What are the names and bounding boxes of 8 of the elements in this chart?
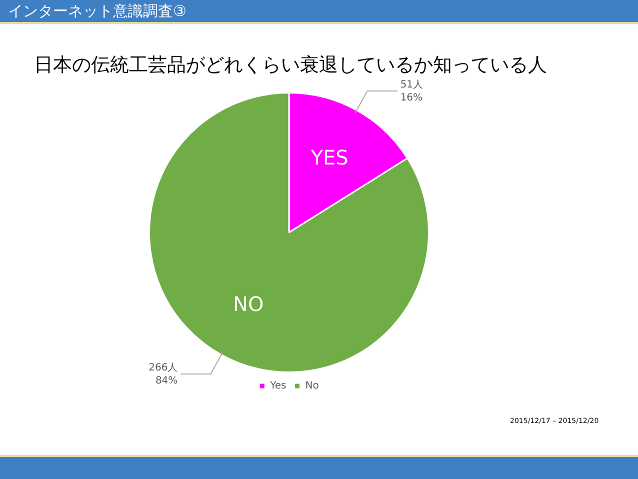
text: NO <box>233 292 264 316</box>
text: YES <box>310 145 348 170</box>
legend-label: Yes <box>269 380 286 392</box>
legend-label: No <box>305 380 319 392</box>
chart-subtitle: インターネット意識調査③ <box>8 2 186 21</box>
data-label: 51人 16% <box>400 80 424 104</box>
chart-title: 日本の伝統工芸品がどれくらい衰退しているか知っている人 <box>34 53 547 78</box>
data-label: 266人 84% <box>148 362 178 387</box>
